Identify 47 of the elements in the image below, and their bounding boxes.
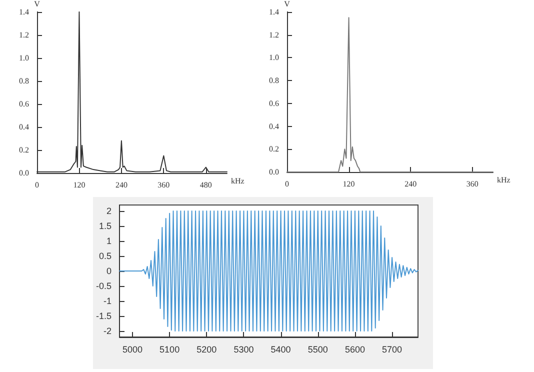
x-tick-label: 240: [115, 180, 128, 190]
y-tick-label: 2: [106, 206, 112, 216]
x-tick-label: 5000: [122, 344, 142, 354]
x-tick-label: 120: [73, 180, 86, 190]
y-tick-label: 0.8: [269, 76, 279, 86]
y-tick-label: 1.2: [19, 30, 29, 40]
y-tick-label: 1.0: [269, 53, 279, 62]
y-tick-label: 0.4: [269, 122, 279, 131]
y-tick-label: 1.4: [19, 7, 29, 16]
x-tick-label: 5300: [234, 344, 254, 354]
y-tick-label: 1.4: [269, 7, 279, 16]
x-axis-title: kHz: [497, 176, 511, 184]
x-tick-label: 360: [158, 180, 170, 190]
line-series: [119, 210, 418, 332]
y-tick-label: 0.2: [269, 144, 279, 154]
y-tick-label: 0.6: [269, 98, 279, 108]
y-tick-label: 0.2: [19, 145, 29, 154]
x-tick-label: 240: [404, 180, 417, 188]
y-tick-label: -0.5: [96, 281, 112, 291]
y-tick-label: 1.2: [269, 30, 279, 40]
y-axis-title: V: [34, 0, 40, 8]
y-tick-label: 0.0: [269, 168, 279, 176]
y-tick-label: 0.4: [19, 122, 29, 132]
y-tick-label: 1.5: [98, 221, 112, 231]
y-tick-label: 0.8: [19, 76, 29, 86]
y-tick-label: -1: [103, 296, 112, 306]
y-tick-label: 0.5: [98, 251, 112, 261]
x-tick-label: 5400: [270, 344, 291, 354]
x-tick-label: 0: [285, 180, 289, 188]
x-tick-label: 5100: [160, 344, 180, 354]
x-tick-label: 480: [200, 180, 212, 190]
y-tick-label: 0.0: [19, 168, 29, 178]
y-tick-label: 1: [106, 236, 112, 246]
y-tick-label: -1.5: [96, 311, 112, 321]
x-tick-label: 0: [35, 180, 39, 190]
y-tick-label: -2: [103, 326, 112, 336]
y-axis-title: V: [284, 0, 290, 8]
y-tick-label: 1.0: [19, 53, 29, 62]
x-tick-label: 360: [466, 180, 478, 188]
x-axis-title: kHz: [231, 176, 245, 186]
y-tick-label: 0: [106, 266, 112, 276]
x-tick-label: 5200: [196, 344, 217, 354]
x-tick-label: 5600: [344, 344, 365, 354]
x-tick-label: 5700: [382, 344, 402, 354]
y-tick-label: 0.6: [19, 99, 29, 108]
x-tick-label: 120: [342, 180, 355, 188]
x-tick-label: 5500: [308, 344, 328, 354]
